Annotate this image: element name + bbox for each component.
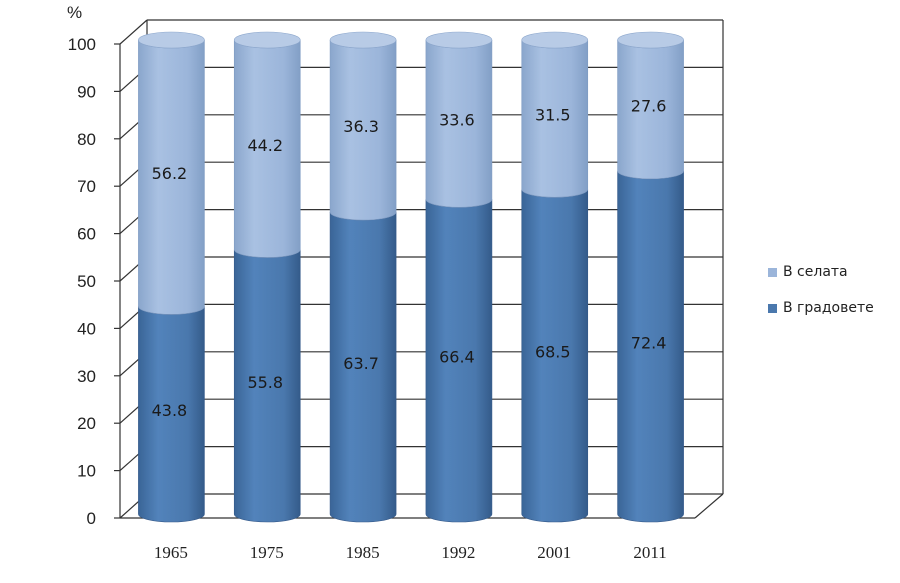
y-unit-label: %: [67, 3, 82, 22]
y-tick-label: 30: [77, 367, 96, 386]
data-label: 68.5: [535, 343, 571, 362]
bar-top-2011: [617, 31, 684, 49]
data-label: 66.4: [439, 348, 475, 367]
bar-top-1985: [329, 31, 397, 49]
y-tick-label: 80: [77, 130, 96, 149]
y-tick-label: 50: [77, 272, 96, 291]
data-label: 36.3: [343, 117, 379, 136]
side-wall-gridline: [119, 19, 148, 45]
x-tick-label: 2011: [633, 543, 666, 562]
x-tick-label: 1975: [250, 543, 284, 562]
data-label: 27.6: [631, 96, 667, 115]
bars: [138, 31, 684, 523]
legend-swatch-villages: [768, 267, 777, 277]
x-tick-label: 1985: [346, 543, 380, 562]
data-label: 72.4: [631, 333, 667, 352]
legend-label-villages: В селата: [783, 264, 848, 280]
y-tick-label: 40: [77, 319, 96, 338]
legend-item-towns: В градовете: [768, 298, 874, 318]
y-tick-label: 70: [77, 177, 96, 196]
y-tick-label: 60: [77, 225, 96, 244]
y-tick-label: 90: [77, 82, 96, 101]
labels: 0 10 20 30 40 50 60 70 80 90 100 43.8 56.2 1965 55.8 44…: [68, 35, 667, 562]
legend: В селата В градовете: [768, 262, 874, 334]
floor-right-edge: [694, 493, 724, 519]
data-label: 43.8: [152, 401, 188, 420]
x-tick-label: 1965: [154, 543, 188, 562]
x-tick-label: 1992: [441, 543, 475, 562]
y-tick-label: 100: [68, 35, 96, 54]
bar-top-1992: [425, 31, 493, 49]
y-tick-label: 10: [77, 462, 96, 481]
data-label: 55.8: [247, 373, 283, 392]
legend-item-villages: В селата: [768, 262, 874, 282]
y-tick-label: 20: [77, 414, 96, 433]
data-label: 44.2: [247, 136, 283, 155]
data-label: 56.2: [152, 164, 188, 183]
bar-top-1965: [138, 31, 205, 49]
bar-top-2001: [521, 31, 589, 49]
data-label: 31.5: [535, 106, 571, 125]
bar-top-1975: [233, 31, 301, 49]
data-label: 63.7: [343, 354, 379, 373]
x-tick-label: 2001: [537, 543, 571, 562]
y-tick-label: 0: [87, 509, 96, 528]
legend-swatch-towns: [768, 303, 777, 313]
legend-label-towns: В градовете: [783, 300, 874, 316]
data-label: 33.6: [439, 111, 475, 130]
